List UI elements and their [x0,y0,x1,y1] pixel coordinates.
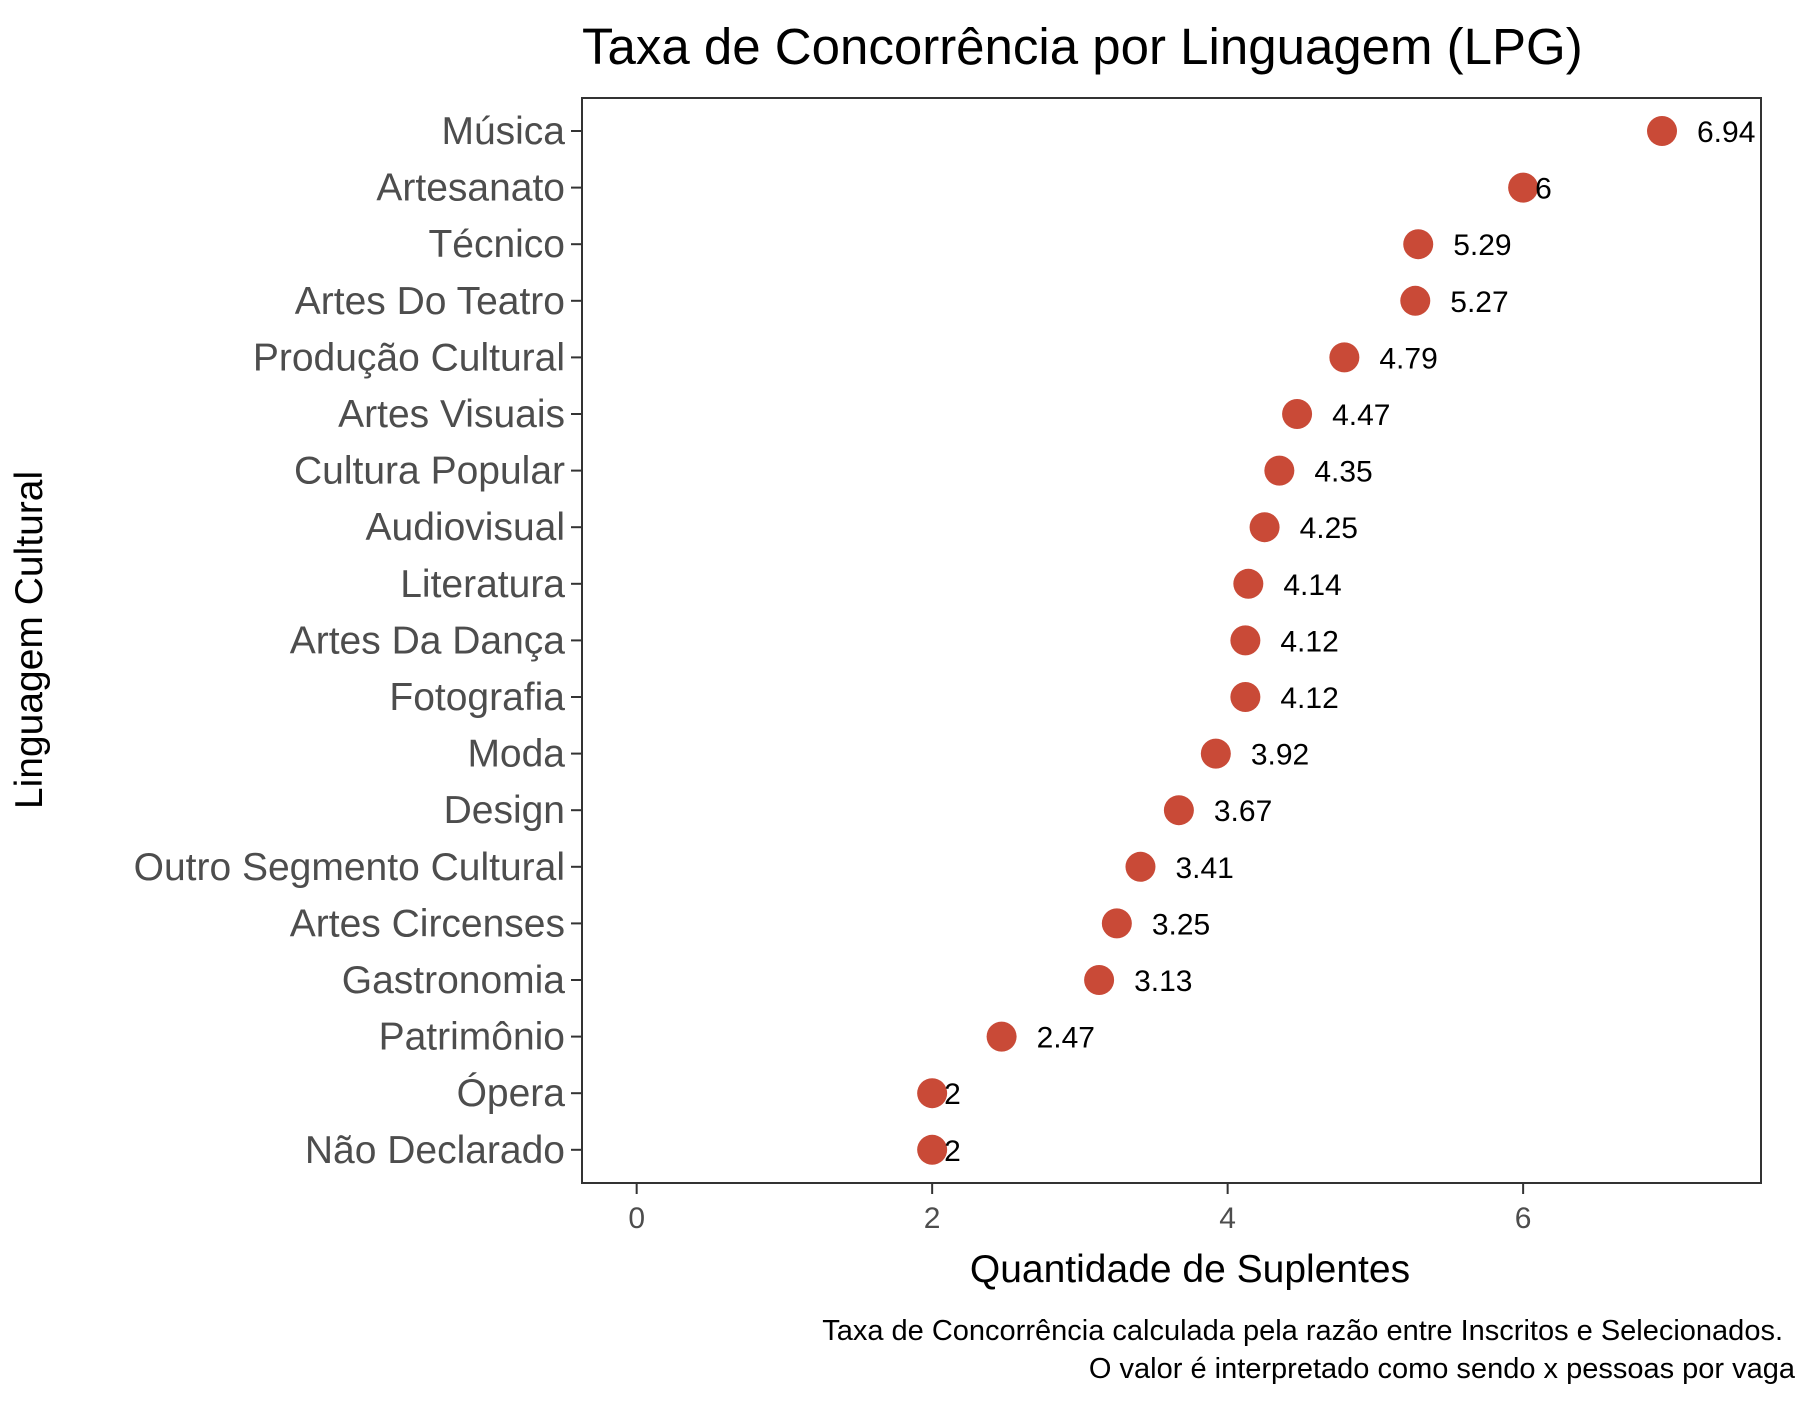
y-tick-label: Moda [467,733,565,776]
data-point [1233,568,1264,599]
data-label: 2.47 [1037,1022,1095,1055]
y-tick-label: Artesanato [376,167,565,210]
x-axis-title: Quantidade de Suplentes [970,1248,1410,1291]
data-label: 4.25 [1300,512,1358,545]
y-tick-label: Gastronomia [342,959,566,1002]
data-point [1647,116,1678,146]
y-tick-label: Design [444,789,565,832]
data-label: 3.25 [1152,908,1210,941]
y-tick-label: Não Declarado [305,1129,565,1172]
data-label: 3.41 [1175,852,1233,885]
data-point [1264,455,1295,486]
y-tick-label: Técnico [428,223,565,266]
x-tick-label: 2 [924,1202,941,1235]
data-point [917,1134,948,1165]
y-tick-label: Cultura Popular [294,450,565,493]
data-point [1400,285,1431,316]
data-point [1230,625,1261,656]
x-tick-label: 0 [628,1202,645,1235]
data-label: 4.12 [1280,625,1338,658]
data-label: 4.47 [1332,399,1390,432]
data-label: 4.12 [1280,682,1338,715]
data-labels: 6.94 6 5.29 5.27 4.79 4.47 4.35 4.25 4.14 4.12 4.1… [944,116,1755,1168]
data-point [1101,908,1132,939]
data-point [1125,851,1156,882]
data-label: 4.14 [1283,569,1341,602]
x-tick-label: 4 [1219,1202,1236,1235]
y-tick-label: Patrimônio [379,1016,565,1059]
y-axis: Música Artesanato Técnico Artes Do Teatro Pr… [134,110,582,1172]
data-point [1084,965,1115,995]
data-label: 3.13 [1134,965,1192,998]
y-tick-label: Produção Cultural [253,336,565,379]
data-point [1403,229,1434,260]
data-label: 2 [944,1078,961,1111]
data-label: 6 [1535,173,1552,206]
data-label: 5.27 [1450,286,1508,319]
plot-panel [581,97,1762,1184]
data-label: 3.67 [1214,795,1272,828]
y-tick-label: Artes Circenses [290,902,565,945]
y-tick-label: Artes Da Dança [290,619,566,662]
data-point [1249,512,1280,543]
data-point [1282,399,1313,429]
data-point [986,1021,1017,1052]
caption-line-1: Taxa de Concorrência calculada pela razã… [822,1315,1783,1347]
data-point [1230,682,1261,712]
data-point [1329,342,1360,373]
x-tick-label: 6 [1515,1202,1532,1235]
data-points [917,116,1678,1165]
chart-title: Taxa de Concorrência por Linguagem (LPG) [582,18,1583,75]
y-tick-label: Literatura [400,563,565,606]
x-axis: 0 2 4 6 [628,1183,1531,1235]
data-label: 4.35 [1314,456,1372,489]
data-label: 4.79 [1379,342,1437,375]
data-label: 5.29 [1453,229,1511,262]
data-point [917,1078,948,1109]
y-tick-label: Artes Visuais [338,393,565,436]
data-label: 3.92 [1251,739,1309,772]
data-point [1163,795,1194,826]
y-tick-label: Outro Segmento Cultural [134,846,565,889]
y-tick-label: Audiovisual [366,506,565,549]
y-tick-label: Música [441,110,565,153]
y-tick-label: Ópera [457,1072,566,1115]
data-point [1200,738,1231,769]
y-tick-label: Artes Do Teatro [295,280,565,323]
data-label: 6.94 [1697,116,1755,149]
y-axis-title: Linguagem Cultural [8,471,51,809]
data-label: 2 [944,1135,961,1168]
data-point [1508,172,1539,203]
y-tick-label: Fotografia [389,676,565,719]
caption-line-2: O valor é interpretado como sendo x pess… [1089,1353,1796,1385]
